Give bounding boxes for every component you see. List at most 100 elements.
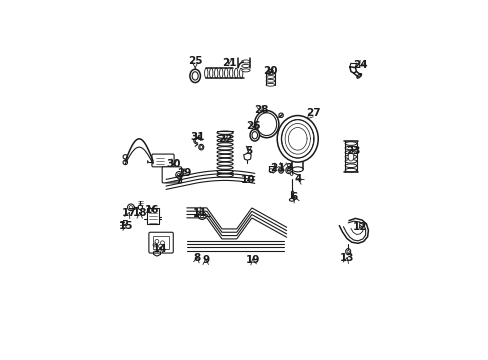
Ellipse shape: [347, 153, 353, 161]
FancyBboxPatch shape: [162, 167, 181, 183]
Text: 16: 16: [144, 205, 159, 215]
Ellipse shape: [234, 68, 237, 78]
Text: 11: 11: [193, 208, 207, 218]
Text: 7: 7: [175, 175, 183, 185]
Ellipse shape: [290, 172, 292, 175]
Text: 5: 5: [244, 146, 251, 156]
Ellipse shape: [217, 154, 233, 158]
Ellipse shape: [198, 144, 203, 150]
Text: 30: 30: [166, 159, 181, 169]
Ellipse shape: [217, 150, 233, 154]
FancyBboxPatch shape: [146, 208, 159, 225]
Ellipse shape: [256, 113, 276, 135]
Ellipse shape: [219, 68, 223, 78]
Ellipse shape: [209, 68, 212, 78]
Text: 20: 20: [263, 67, 277, 76]
Text: 17: 17: [122, 208, 136, 218]
Ellipse shape: [217, 170, 233, 173]
Text: 21: 21: [221, 58, 236, 68]
Text: 18: 18: [132, 208, 147, 218]
Circle shape: [127, 204, 134, 211]
Ellipse shape: [192, 72, 198, 80]
Ellipse shape: [265, 72, 274, 75]
Circle shape: [160, 241, 164, 245]
FancyBboxPatch shape: [152, 154, 174, 167]
Circle shape: [158, 244, 162, 248]
Text: 31: 31: [190, 132, 205, 143]
Circle shape: [278, 113, 283, 117]
Ellipse shape: [345, 159, 356, 163]
Circle shape: [272, 168, 275, 171]
Text: 14: 14: [153, 244, 167, 254]
Text: 25: 25: [187, 56, 202, 66]
Ellipse shape: [251, 132, 257, 139]
Ellipse shape: [345, 150, 356, 154]
Ellipse shape: [345, 249, 350, 255]
Circle shape: [200, 214, 203, 217]
Circle shape: [198, 212, 205, 220]
Text: 6: 6: [290, 192, 297, 202]
Text: 28: 28: [253, 105, 268, 115]
Ellipse shape: [217, 174, 233, 177]
Circle shape: [177, 173, 181, 176]
Ellipse shape: [265, 80, 274, 82]
Text: 26: 26: [245, 121, 260, 131]
Circle shape: [123, 160, 127, 165]
Text: 9: 9: [202, 255, 209, 265]
Text: 8: 8: [193, 253, 201, 263]
Circle shape: [138, 205, 142, 210]
Ellipse shape: [214, 68, 218, 78]
Text: 27: 27: [305, 108, 320, 118]
Ellipse shape: [217, 135, 233, 138]
Ellipse shape: [279, 168, 282, 172]
Ellipse shape: [356, 73, 361, 78]
Ellipse shape: [277, 116, 318, 162]
Text: 19: 19: [245, 255, 260, 265]
Circle shape: [153, 243, 157, 247]
Circle shape: [129, 206, 132, 209]
Ellipse shape: [189, 69, 200, 82]
Text: 15: 15: [119, 221, 133, 231]
Text: 29: 29: [177, 168, 191, 179]
Ellipse shape: [346, 250, 348, 253]
Ellipse shape: [265, 84, 274, 86]
Ellipse shape: [217, 147, 233, 150]
Ellipse shape: [217, 131, 233, 134]
Ellipse shape: [292, 167, 303, 172]
Ellipse shape: [281, 120, 313, 158]
Text: 13: 13: [339, 253, 354, 263]
Text: 12: 12: [352, 222, 366, 232]
Bar: [153, 236, 169, 249]
Ellipse shape: [204, 68, 207, 78]
Ellipse shape: [241, 69, 249, 72]
Circle shape: [155, 239, 159, 243]
Text: 2: 2: [270, 163, 277, 174]
Circle shape: [175, 172, 182, 178]
Ellipse shape: [224, 68, 227, 78]
Ellipse shape: [345, 142, 356, 145]
Ellipse shape: [345, 146, 356, 150]
Ellipse shape: [200, 145, 202, 149]
Ellipse shape: [267, 69, 273, 72]
Ellipse shape: [217, 166, 233, 169]
Ellipse shape: [241, 64, 249, 67]
Ellipse shape: [345, 155, 356, 159]
Text: 3: 3: [285, 163, 292, 174]
Text: 22: 22: [218, 134, 232, 144]
Text: 4: 4: [294, 174, 302, 184]
Ellipse shape: [239, 68, 243, 78]
Ellipse shape: [217, 139, 233, 142]
Ellipse shape: [254, 111, 278, 138]
Text: 1: 1: [278, 163, 285, 174]
Ellipse shape: [217, 143, 233, 146]
Ellipse shape: [217, 158, 233, 162]
Text: 10: 10: [240, 175, 255, 185]
Ellipse shape: [278, 167, 283, 173]
Ellipse shape: [345, 164, 356, 167]
Circle shape: [123, 155, 127, 159]
Circle shape: [268, 169, 272, 173]
Ellipse shape: [345, 168, 356, 172]
Ellipse shape: [229, 68, 232, 78]
FancyBboxPatch shape: [148, 232, 173, 253]
Ellipse shape: [241, 60, 249, 63]
